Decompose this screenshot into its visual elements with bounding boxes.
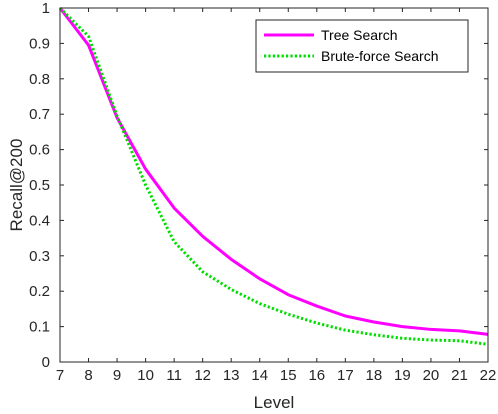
x-tick-label: 15 xyxy=(280,367,297,384)
y-tick-label: 0.9 xyxy=(29,35,50,52)
x-tick-label: 11 xyxy=(166,367,182,384)
x-tick-label: 7 xyxy=(56,367,64,384)
legend: Tree Search Brute-force Search xyxy=(255,19,469,73)
y-tick-label: 0.7 xyxy=(29,106,50,123)
x-tick-label: 17 xyxy=(337,367,354,384)
y-tick-label: 1 xyxy=(42,0,50,17)
x-tick-label: 8 xyxy=(84,367,92,384)
y-tick-label: 0.8 xyxy=(29,71,50,88)
y-tick-label: 0.4 xyxy=(29,212,50,229)
y-tick-label: 0.2 xyxy=(29,283,50,300)
x-tick-label: 21 xyxy=(451,367,468,384)
x-tick-label: 12 xyxy=(194,367,211,384)
x-tick-label: 9 xyxy=(113,367,121,384)
y-tick-label: 0.3 xyxy=(29,248,50,265)
y-tick-label: 0.6 xyxy=(29,142,50,159)
x-tick-label: 19 xyxy=(394,367,411,384)
x-tick-label: 10 xyxy=(137,367,154,384)
x-tick-label: 22 xyxy=(480,367,497,384)
y-tick-label: 0.5 xyxy=(29,177,50,194)
x-axis-title: Level xyxy=(254,393,295,412)
series-layer xyxy=(58,6,489,346)
x-tick-label: 20 xyxy=(423,367,440,384)
series-line-0 xyxy=(58,7,489,336)
legend-label-1: Brute-force Search xyxy=(321,48,439,64)
y-tick-label: 0 xyxy=(42,354,50,371)
x-tick-label: 18 xyxy=(366,367,383,384)
y-axis-title: Recall@200 xyxy=(7,139,26,232)
x-tick-label: 13 xyxy=(223,367,240,384)
y-tick-label: 0.1 xyxy=(29,319,50,336)
legend-label-0: Tree Search xyxy=(321,27,398,43)
legend-box xyxy=(255,19,469,73)
tick-layer: 7 8 9 10 11 12 13 14 15 16 17 18 19 20 21 22 0 0.1 0.2 0.3 0… xyxy=(29,0,496,384)
x-tick-label: 14 xyxy=(251,367,268,384)
x-tick-label: 16 xyxy=(308,367,325,384)
